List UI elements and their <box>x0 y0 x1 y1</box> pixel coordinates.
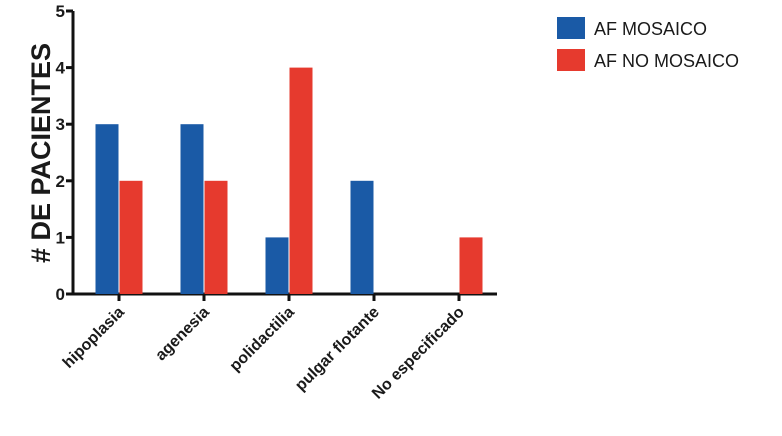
y-tick-label: 4 <box>56 59 66 78</box>
bar-af-no-mosaico <box>119 180 143 294</box>
legend-label: AF NO MOSAICO <box>594 51 739 71</box>
legend-swatch <box>557 17 585 39</box>
bar-af-no-mosaico <box>204 180 228 294</box>
x-tick-label: agenesia <box>152 304 213 365</box>
y-tick-label: 3 <box>56 115 65 134</box>
legend-swatch <box>557 49 585 71</box>
bar-af-mosaico <box>265 237 289 294</box>
bar-af-no-mosaico <box>459 237 483 294</box>
x-tick-label: polidactilia <box>227 304 298 375</box>
bar-af-no-mosaico <box>289 67 313 294</box>
bar-af-mosaico <box>180 124 204 294</box>
plot-area: 0 1 2 3 4 5 hipoplasia agenesia polidactiliapulg… <box>56 2 497 403</box>
bar-af-mosaico <box>95 124 119 294</box>
y-tick-label: 1 <box>56 228 65 247</box>
legend-label: AF MOSAICO <box>594 19 707 39</box>
legend: AF MOSAICO AF NO MOSAICO <box>557 17 739 71</box>
y-tick-label: 0 <box>56 285 65 304</box>
y-tick-label: 2 <box>56 172 65 191</box>
x-tick-label: hipoplasia <box>60 304 128 372</box>
y-axis-title: # DE PACIENTES <box>26 43 56 263</box>
y-tick-label: 5 <box>56 2 65 21</box>
x-tick-label: No especificado <box>369 304 468 403</box>
bar-af-mosaico <box>350 180 374 294</box>
x-tick-label: pulgar flotante <box>292 304 383 395</box>
